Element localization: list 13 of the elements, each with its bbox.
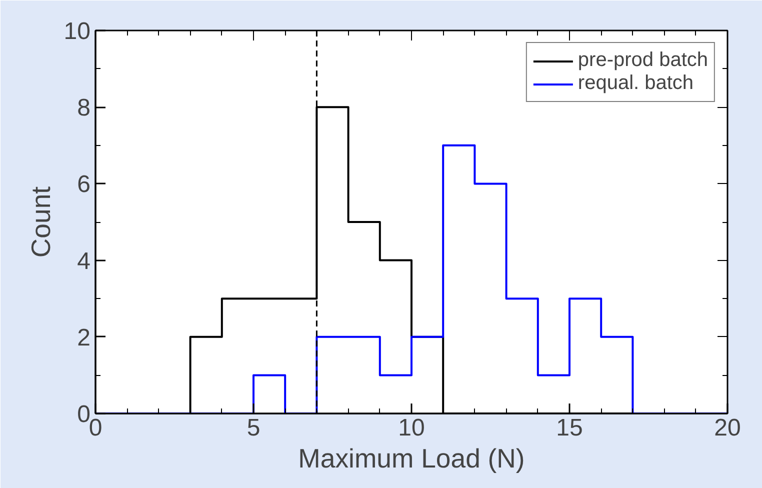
- y-tick-label: 4: [77, 248, 91, 275]
- y-axis-title: Count: [26, 186, 56, 258]
- y-tick-label: 10: [64, 18, 91, 45]
- x-tick-label: 10: [398, 414, 425, 442]
- x-axis-title: Maximum Load (N): [298, 444, 525, 474]
- y-tick-label: 8: [77, 94, 91, 122]
- y-tick-label: 2: [77, 324, 91, 352]
- legend-label: pre-prod batch: [578, 49, 708, 72]
- x-tick-label: 20: [714, 414, 741, 442]
- y-tick-label: 6: [77, 171, 91, 198]
- legend-label: requal. batch: [578, 72, 694, 95]
- x-tick-label: 5: [246, 414, 260, 442]
- x-tick-label: 15: [556, 414, 583, 442]
